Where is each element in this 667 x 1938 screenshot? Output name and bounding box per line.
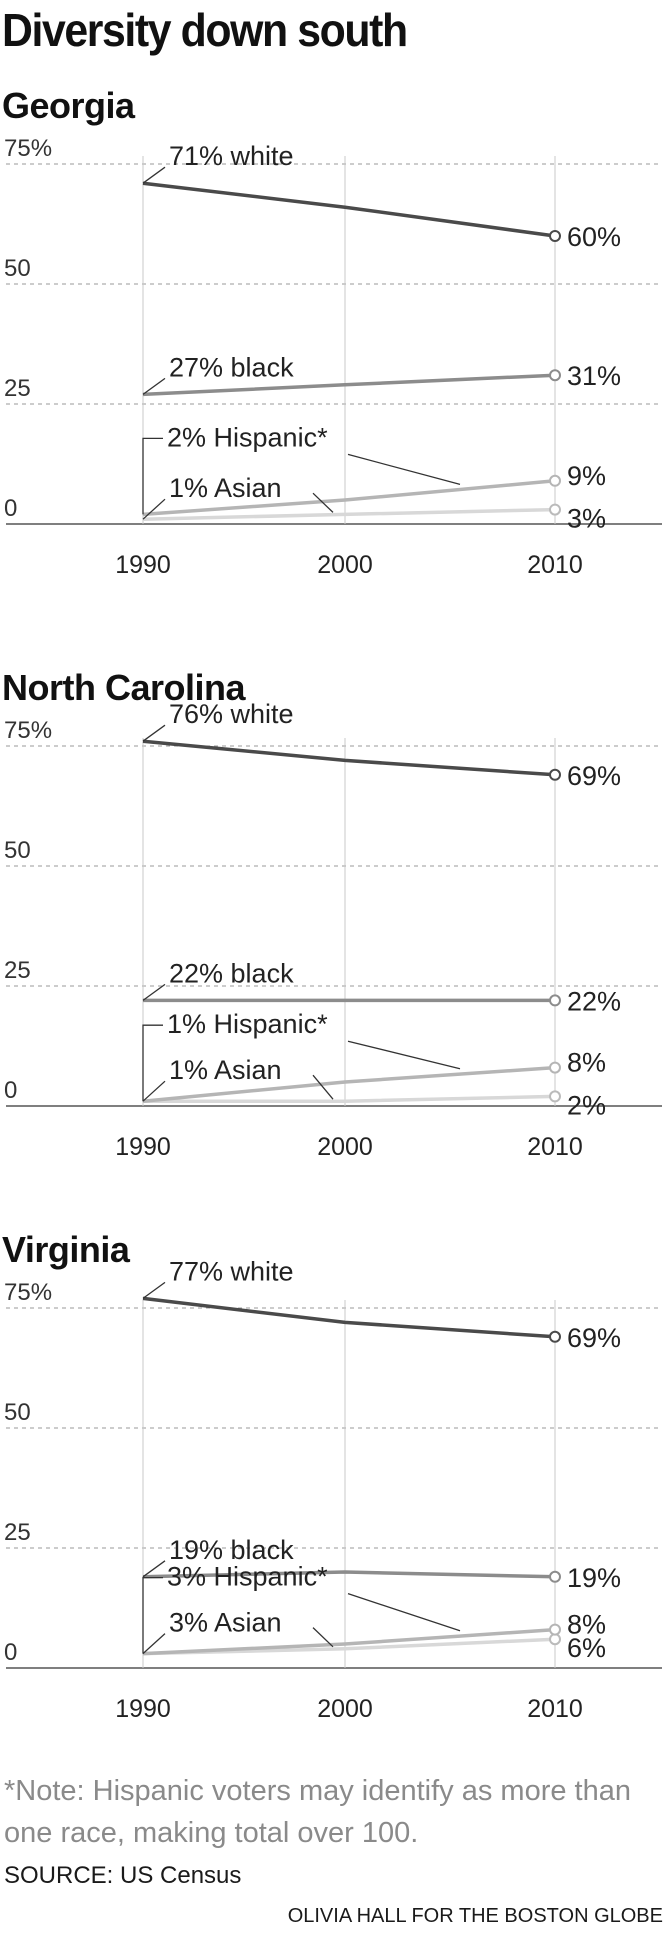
panel-title-north-carolina: North Carolina: [2, 667, 246, 708]
series-start-label: 71% white: [169, 141, 294, 171]
series-line-white: [142, 1296, 556, 1339]
end-point-marker: [549, 230, 561, 242]
x-tick-label: 2000: [317, 1695, 373, 1723]
end-point-marker: [549, 1330, 561, 1343]
end-point-marker: [549, 1061, 561, 1074]
label-leader: [347, 1040, 461, 1070]
series-end-label: 60%: [567, 222, 621, 252]
label-leader: [312, 1627, 334, 1648]
y-tick-label: 25: [4, 1519, 31, 1546]
end-point-marker: [549, 768, 561, 781]
label-leader: [142, 1080, 166, 1102]
chart-georgia: 75% 50 25 0 1990 2000 2010 71% white 60% 27% blac…: [4, 135, 662, 579]
end-point-marker: [549, 994, 561, 1007]
series-start-label: 3% Asian: [169, 1608, 282, 1638]
chart-title: Diversity down south: [2, 4, 408, 56]
label-leader: [142, 377, 166, 395]
series-end-label: 6%: [567, 1633, 606, 1663]
panel-georgia: Georgia 75% 50 25 0 1990 2000 2010 71% white 60%…: [0, 84, 667, 604]
label-leader: [142, 1560, 166, 1578]
chart-north-carolina: 75% 50 25 0 1990 2000 2010 76% white 69% 22% blac…: [4, 699, 662, 1161]
series-line-asian: [143, 1094, 556, 1103]
x-tick-label: 1990: [115, 1133, 171, 1161]
y-tick-label: 0: [4, 1639, 17, 1666]
label-leader: [312, 1074, 334, 1100]
series-end-label: 9%: [567, 461, 606, 491]
series-start-label: 76% white: [169, 699, 294, 729]
series-line-white: [142, 181, 556, 238]
y-tick-label: 50: [4, 255, 31, 282]
x-tick-label: 1990: [115, 1695, 171, 1723]
label-leader: [347, 453, 461, 486]
series-start-label: 22% black: [169, 958, 294, 988]
label-leader: [347, 1592, 461, 1632]
label-leader: [312, 492, 334, 513]
x-tick-label: 2010: [527, 1695, 583, 1723]
y-tick-label: 25: [4, 375, 31, 402]
series-line-hispanic: [142, 479, 556, 517]
series-line-hispanic: [142, 1065, 556, 1103]
series-line-asian: [142, 507, 556, 521]
panel-title-georgia: Georgia: [2, 85, 135, 126]
series-start-label: 1% Hispanic*: [167, 1009, 328, 1039]
series-end-label: 22%: [567, 986, 621, 1016]
end-point-marker: [549, 1570, 561, 1583]
y-tick-label: 25: [4, 957, 31, 984]
series-line-black: [142, 1570, 556, 1579]
series-start-label: 77% white: [169, 1256, 294, 1286]
series-line-white: [142, 739, 556, 777]
series-start-label: 19% black: [169, 1535, 294, 1565]
label-leader: [142, 437, 163, 515]
series-end-label: 8%: [567, 1048, 606, 1078]
end-point-marker: [549, 1090, 561, 1103]
end-point-marker: [549, 369, 561, 382]
x-tick-label: 2010: [527, 1133, 583, 1161]
series-end-label: 3%: [567, 504, 606, 534]
series-start-label: 27% black: [169, 352, 294, 382]
end-point-marker: [549, 474, 561, 487]
series-end-label: 19%: [567, 1563, 621, 1593]
label-leader: [142, 983, 166, 1001]
end-point-marker: [549, 1633, 561, 1646]
panel-north-carolina: North Carolina 75% 50 25 0 1990 2000 2010 76% w…: [0, 666, 667, 1186]
series-line-hispanic: [142, 1627, 556, 1656]
y-tick-label: 75%: [4, 717, 52, 744]
credit-line: OLIVIA HALL FOR THE BOSTON GLOBE: [287, 1905, 663, 1927]
panel-virginia: Virginia 75% 50 25 0 1990 2000 2010 77% white 69…: [0, 1228, 667, 1748]
series-start-label: 3% Hispanic*: [167, 1562, 328, 1592]
series-start-label: 1% Asian: [169, 473, 282, 503]
x-tick-label: 2010: [527, 551, 583, 579]
series-end-label: 69%: [567, 1323, 621, 1353]
y-tick-label: 50: [4, 1399, 31, 1426]
x-tick-label: 2000: [317, 1133, 373, 1161]
end-point-marker: [549, 1623, 561, 1636]
label-leader: [142, 1576, 163, 1654]
source-line: SOURCE: US Census: [4, 1862, 242, 1889]
series-line-black: [142, 373, 556, 397]
y-tick-label: 50: [4, 837, 31, 864]
y-tick-label: 0: [4, 1077, 17, 1104]
label-leader: [142, 1633, 166, 1655]
label-leader: [142, 724, 166, 742]
series-end-label: 8%: [567, 1610, 606, 1640]
series-start-label: 1% Asian: [169, 1055, 282, 1085]
y-tick-label: 0: [4, 495, 17, 522]
label-leader: [142, 1024, 163, 1102]
y-tick-label: 75%: [4, 135, 52, 162]
label-leader: [142, 166, 166, 184]
panel-title-virginia: Virginia: [2, 1229, 130, 1270]
x-tick-label: 2000: [317, 551, 373, 579]
chart-virginia: 75% 50 25 0 1990 2000 2010 77% white 69% 19% blac…: [4, 1256, 662, 1723]
series-start-label: 2% Hispanic*: [167, 422, 328, 452]
end-point-marker: [549, 503, 561, 516]
label-leader: [142, 498, 166, 520]
series-end-label: 2%: [567, 1090, 606, 1120]
x-tick-label: 1990: [115, 551, 171, 579]
y-tick-label: 75%: [4, 1279, 52, 1306]
label-leader: [142, 1281, 166, 1299]
series-end-label: 31%: [567, 361, 621, 391]
footnote: *Note: Hispanic voters may identify as m…: [4, 1775, 631, 1849]
series-end-label: 69%: [567, 761, 621, 791]
